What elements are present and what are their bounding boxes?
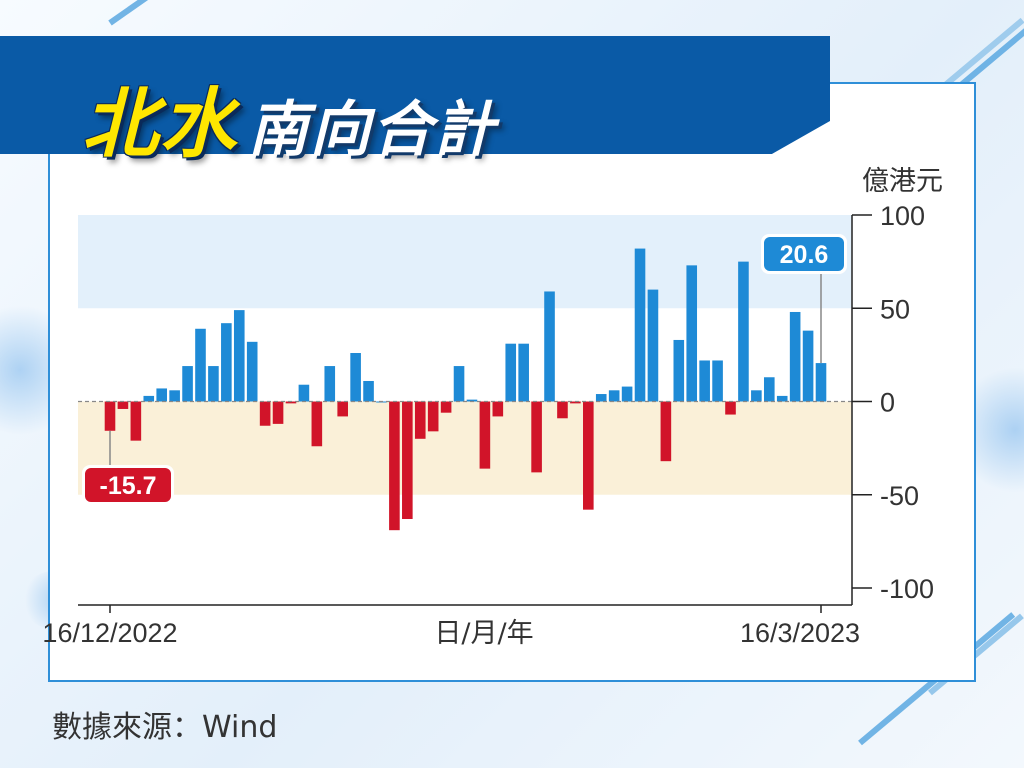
chart-bars <box>104 248 827 531</box>
bar <box>453 366 465 402</box>
annotation-label: -15.7 <box>100 472 157 500</box>
bar <box>789 311 801 402</box>
chart-band <box>78 215 852 309</box>
bar <box>660 401 672 462</box>
bar <box>673 339 685 402</box>
bar <box>479 401 491 469</box>
bar <box>233 310 245 402</box>
y-tick-label: 100 <box>880 201 925 231</box>
title-banner <box>0 36 830 154</box>
bar <box>221 323 232 402</box>
x-axis-label: 日/月/年 <box>434 618 533 649</box>
bar <box>557 401 568 419</box>
title-highlight: 北水 <box>82 79 238 168</box>
chart-bands <box>78 215 852 495</box>
bar <box>130 401 142 441</box>
chart-band <box>78 401 852 495</box>
bar <box>544 291 555 402</box>
bar <box>531 401 542 473</box>
bar <box>298 384 310 402</box>
annotation-label: 20.6 <box>780 241 829 269</box>
bar <box>246 341 258 402</box>
source-note: 數據來源：Wind <box>52 710 278 745</box>
page-title: 北水 南向合計 <box>82 62 496 168</box>
bar <box>608 390 620 402</box>
chart-annotations: -15.7 20.6 <box>82 234 847 505</box>
bar <box>751 390 762 402</box>
bar <box>621 386 633 402</box>
x-label-end: 16/3/2023 <box>740 618 860 648</box>
bar <box>505 343 517 402</box>
bar <box>815 363 827 402</box>
bar <box>402 401 413 519</box>
bar <box>570 401 581 404</box>
bar <box>337 401 348 417</box>
bar <box>686 265 698 402</box>
bar <box>595 394 607 402</box>
bar <box>324 366 336 402</box>
bar <box>272 401 284 424</box>
bar <box>647 289 659 402</box>
bar <box>208 366 219 402</box>
bar <box>195 328 206 402</box>
bar <box>414 401 426 439</box>
bar <box>776 395 788 402</box>
bar <box>259 401 271 426</box>
bar <box>117 401 129 409</box>
bar <box>156 388 168 402</box>
bar <box>104 401 116 431</box>
y-ticks: 100 50 0 -50 -100 <box>852 201 934 604</box>
y-tick-label: -50 <box>880 481 919 511</box>
bar <box>311 401 323 447</box>
bar <box>518 343 529 402</box>
y-tick-label: 50 <box>880 294 910 324</box>
bar <box>285 401 297 404</box>
bar <box>363 380 374 402</box>
x-label-start: 16/12/2022 <box>42 618 177 648</box>
y-tick-label: -100 <box>880 574 934 604</box>
bar <box>492 401 504 417</box>
bar <box>169 390 180 402</box>
bar <box>440 401 452 413</box>
y-axis-unit: 億港元 <box>862 166 943 197</box>
bar <box>427 401 439 432</box>
annotation-box <box>85 468 171 502</box>
annotation-box <box>764 237 844 271</box>
bar <box>634 248 646 402</box>
bar <box>725 401 736 415</box>
bar <box>143 395 155 402</box>
y-tick-label: 0 <box>880 388 895 418</box>
bar <box>699 360 710 402</box>
bar <box>763 377 775 402</box>
title-main: 南向合計 <box>248 95 496 165</box>
bar <box>466 399 478 402</box>
bar <box>583 401 594 510</box>
bar <box>389 401 400 531</box>
bar <box>350 353 361 402</box>
bar <box>802 330 814 402</box>
bar <box>738 261 749 402</box>
bar <box>182 366 193 402</box>
bar <box>712 360 723 402</box>
